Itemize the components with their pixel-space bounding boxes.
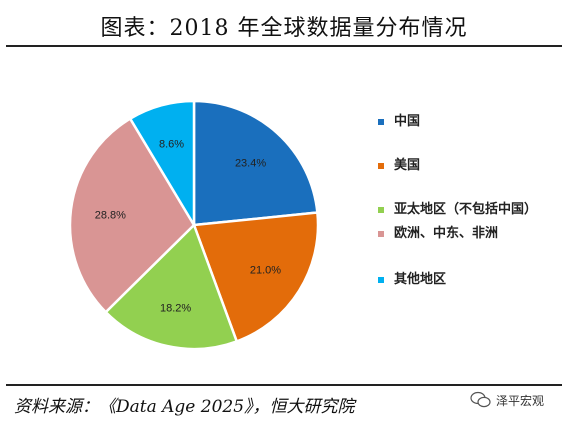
- data-label: 21.0%: [250, 265, 281, 277]
- data-label: 18.2%: [160, 302, 191, 314]
- legend-swatch: [378, 277, 384, 283]
- legend-item-usa: 美国: [378, 156, 563, 176]
- legend-label: 其他地区: [394, 272, 447, 287]
- legend-swatch: [378, 163, 384, 169]
- data-label: 28.8%: [95, 209, 126, 221]
- data-label: 23.4%: [235, 157, 266, 169]
- legend-item-emea: 欧洲、中东、非洲: [378, 224, 563, 244]
- watermark: 泽平宏观: [470, 391, 544, 409]
- legend-swatch: [378, 119, 384, 125]
- chat-bubble-icon: [470, 391, 491, 408]
- legend-label: 美国: [394, 158, 421, 173]
- legend-label: 中国: [394, 114, 421, 129]
- data-label: 8.6%: [159, 139, 184, 151]
- slice-emea: [68, 116, 196, 314]
- slice-china: [192, 99, 319, 227]
- legend-swatch: [378, 231, 384, 237]
- legend-swatch: [378, 207, 384, 213]
- slice-apac: [104, 222, 239, 351]
- source-note: 资料来源：《Data Age 2025》，恒大研究院: [14, 397, 355, 417]
- legend-item-other: 其他地区: [378, 270, 563, 290]
- legend-label: 欧洲、中东、非洲: [394, 226, 499, 241]
- bottom-divider: [6, 384, 562, 386]
- slice-other: [128, 99, 196, 230]
- watermark-label: 泽平宏观: [496, 393, 545, 408]
- chart-legend: 中国 美国 亚太地区（不包括中国） 欧洲、中东、非洲 其他地区: [378, 112, 563, 290]
- top-divider: [6, 45, 562, 47]
- legend-item-china: 中国: [378, 112, 563, 132]
- chart-title: 图表：2018 年全球数据量分布情况: [100, 16, 468, 41]
- legend-item-apac: 亚太地区（不包括中国）: [378, 200, 563, 220]
- legend-label: 亚太地区（不包括中国）: [394, 202, 538, 217]
